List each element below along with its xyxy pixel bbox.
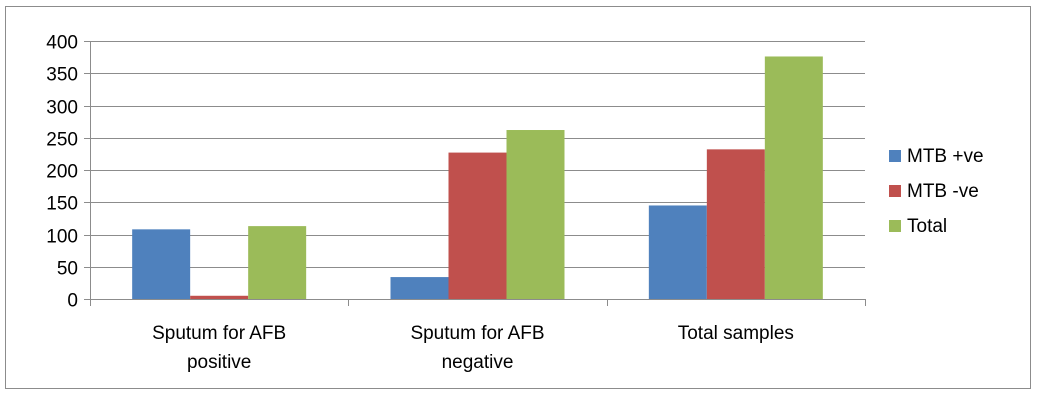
x-category-label: Sputum for AFB xyxy=(152,323,286,344)
y-tick-label: 50 xyxy=(57,259,78,280)
bar-mtb-ve xyxy=(706,149,765,299)
x-category-label: positive xyxy=(187,352,251,373)
y-tick-label: 200 xyxy=(46,162,78,183)
bar-mtb-ve xyxy=(390,277,449,299)
y-tick-label: 0 xyxy=(67,291,78,312)
axes xyxy=(84,41,866,306)
y-tick-label: 300 xyxy=(46,98,78,119)
bar-mtb-ve xyxy=(190,295,249,299)
axis-labels: 0 50 100 150 200 250 300 350 400 Sputum for AFB po… xyxy=(46,33,794,374)
y-tick-label: 100 xyxy=(46,227,78,248)
y-tick-label: 400 xyxy=(46,33,78,54)
y-tick-label: 150 xyxy=(46,194,78,215)
bar-total xyxy=(764,56,823,300)
bar-mtb-ve xyxy=(132,229,191,299)
y-tick-label: 250 xyxy=(46,130,78,151)
legend-swatch xyxy=(889,185,901,197)
legend-swatch xyxy=(889,150,901,162)
x-category-label: negative xyxy=(442,352,514,373)
legend-swatch xyxy=(889,220,901,232)
legend: MTB +ve MTB -ve Total xyxy=(889,146,984,237)
bar-mtb-ve xyxy=(448,152,507,299)
legend-label: MTB +ve xyxy=(907,146,984,167)
bar-total xyxy=(248,226,307,299)
legend-label: Total xyxy=(907,216,947,237)
legend-label: MTB -ve xyxy=(907,181,979,202)
bar-total xyxy=(506,130,565,299)
y-tick-label: 350 xyxy=(46,65,78,86)
x-category-label: Sputum for AFB xyxy=(410,323,544,344)
bars xyxy=(132,56,823,300)
bar-mtb-ve xyxy=(648,205,707,299)
x-category-label: Total samples xyxy=(678,323,794,344)
